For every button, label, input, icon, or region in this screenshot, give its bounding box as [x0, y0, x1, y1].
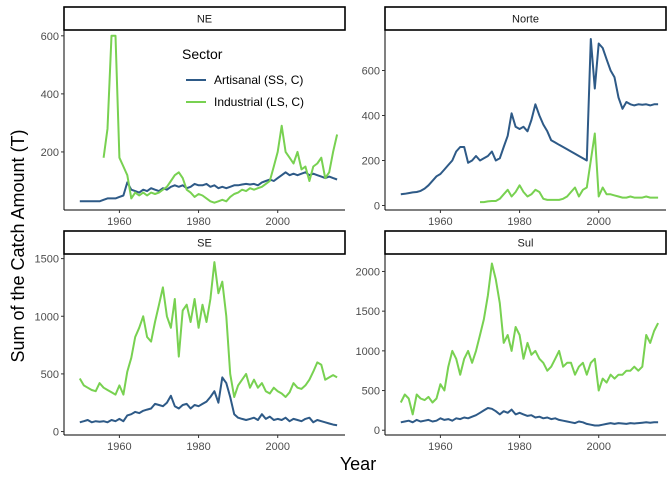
panel-ne: NE 200 400 600 1960 1980 2000 — [41, 6, 346, 228]
panel-se: SE 0 500 1000 1500 1960 1980 2000 — [35, 230, 346, 453]
strip-label-ne: NE — [197, 14, 212, 26]
y-tick-label-ne: 400 — [41, 89, 59, 101]
y-tick-label-sul: 1000 — [356, 346, 380, 358]
x-tick-label-norte: 2000 — [586, 216, 610, 228]
x-tick-label-norte: 1980 — [507, 216, 531, 228]
strip-ne — [63, 6, 346, 31]
series-line-sul-artisanal — [400, 407, 659, 427]
legend-label-industrial: Industrial (LS, C) — [214, 95, 304, 109]
y-tick-label-sul: 1500 — [356, 306, 380, 318]
strip-norte — [384, 6, 667, 31]
strip-label-se: SE — [197, 238, 212, 250]
legend-title: Sector — [182, 46, 223, 62]
y-tick-label-se: 500 — [41, 369, 59, 381]
strip-se — [63, 230, 346, 255]
y-tick-label-norte: 0 — [374, 201, 380, 213]
series-line-sul-industrial — [399, 262, 659, 416]
x-tick-label-ne: 1960 — [107, 216, 131, 228]
y-tick-label-sul: 2000 — [356, 266, 380, 278]
y-tick-label-norte: 600 — [362, 66, 380, 78]
y-tick-label-se: 1000 — [35, 311, 59, 323]
legend-label-artisanal: Artisanal (SS, C) — [214, 73, 303, 87]
x-axis-title: Year — [340, 454, 376, 474]
series-line-norte-artisanal — [400, 38, 659, 196]
panel-norte: Norte 0 200 400 600 1960 1980 2000 — [362, 6, 667, 228]
y-tick-label-sul: 0 — [374, 425, 380, 437]
y-axis-title: Sum of the Catch Amount (T) — [8, 129, 28, 362]
y-tick-label-se: 1500 — [35, 254, 59, 266]
legend: Sector Artisanal (SS, C) Industrial (LS, … — [182, 46, 304, 109]
series-line-se-industrial — [78, 261, 338, 398]
x-tick-label-ne: 2000 — [265, 216, 289, 228]
x-tick-label-sul: 1980 — [507, 441, 531, 453]
facet-panels: NE 200 400 600 1960 1980 2000 Norte 0 200 400 600 19… — [35, 6, 667, 453]
x-tick-label-se: 2000 — [265, 441, 289, 453]
strip-label-norte: Norte — [512, 14, 539, 26]
series-line-ne-artisanal — [79, 171, 338, 203]
x-tick-label-sul: 2000 — [586, 441, 610, 453]
x-tick-label-se: 1980 — [186, 441, 210, 453]
y-tick-label-ne: 200 — [41, 147, 59, 159]
x-tick-label-sul: 1960 — [428, 441, 452, 453]
x-tick-label-ne: 1980 — [186, 216, 210, 228]
series-line-ne-industrial — [102, 34, 339, 204]
y-tick-label-norte: 400 — [362, 111, 380, 123]
panel-sul: Sul 0 500 1000 1500 2000 1960 1980 2000 — [356, 230, 667, 453]
x-tick-label-se: 1960 — [107, 441, 131, 453]
y-tick-label-ne: 600 — [41, 31, 59, 43]
y-tick-label-se: 0 — [53, 427, 59, 439]
y-tick-label-sul: 500 — [362, 386, 380, 398]
strip-label-sul: Sul — [518, 238, 534, 250]
series-line-norte-industrial — [480, 132, 659, 204]
y-tick-label-norte: 200 — [362, 156, 380, 168]
strip-sul — [384, 230, 667, 255]
series-line-se-artisanal — [79, 376, 338, 427]
x-tick-label-norte: 1960 — [428, 216, 452, 228]
